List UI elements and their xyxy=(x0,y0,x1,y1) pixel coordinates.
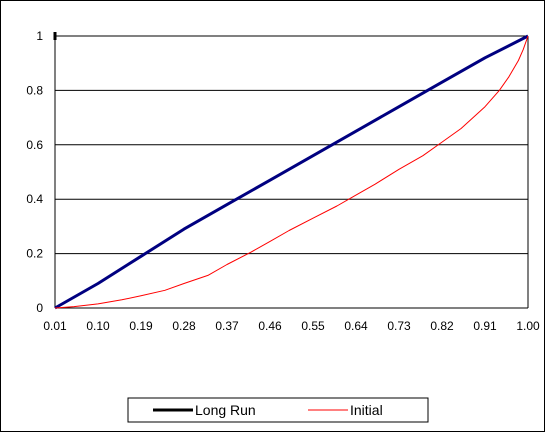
y-tick-label: 0.6 xyxy=(26,138,43,152)
x-tick-labels: 0.01 0.10 0.19 0.28 0.37 0.46 0.55 0.64 0.73 0.82… xyxy=(43,319,540,333)
legend: Long Run Initial xyxy=(127,397,429,423)
x-tick-label: 0.28 xyxy=(172,319,196,333)
x-tick-label: 0.82 xyxy=(430,319,454,333)
y-tick-label: 0.8 xyxy=(26,83,43,97)
x-tick-label: 0.73 xyxy=(387,319,411,333)
x-tick-label: 0.55 xyxy=(301,319,325,333)
axes xyxy=(53,32,529,309)
x-tick-label: 0.91 xyxy=(473,319,497,333)
y-tick-labels: 0 0.2 0.4 0.6 0.8 1 xyxy=(26,29,43,315)
y-tick-label: 0.2 xyxy=(26,247,43,261)
y-tick-label: 0.4 xyxy=(26,192,43,206)
y-tick-label: 0 xyxy=(36,301,43,315)
x-tick-label: 0.19 xyxy=(129,319,153,333)
gridlines xyxy=(55,35,528,255)
x-tick-label: 1.00 xyxy=(516,319,540,333)
legend-label: Long Run xyxy=(195,402,256,418)
series-lines xyxy=(54,34,529,310)
x-tick-label: 0.10 xyxy=(86,319,110,333)
series-line-initial xyxy=(54,35,529,309)
x-tick-label: 0.37 xyxy=(215,319,239,333)
y-tick-label: 1 xyxy=(36,29,43,43)
x-tick-label: 0.01 xyxy=(43,319,67,333)
legend-label: Initial xyxy=(350,402,383,418)
series-line-long-run xyxy=(54,34,529,310)
x-tick-label: 0.46 xyxy=(258,319,282,333)
x-tick-label: 0.64 xyxy=(344,319,368,333)
